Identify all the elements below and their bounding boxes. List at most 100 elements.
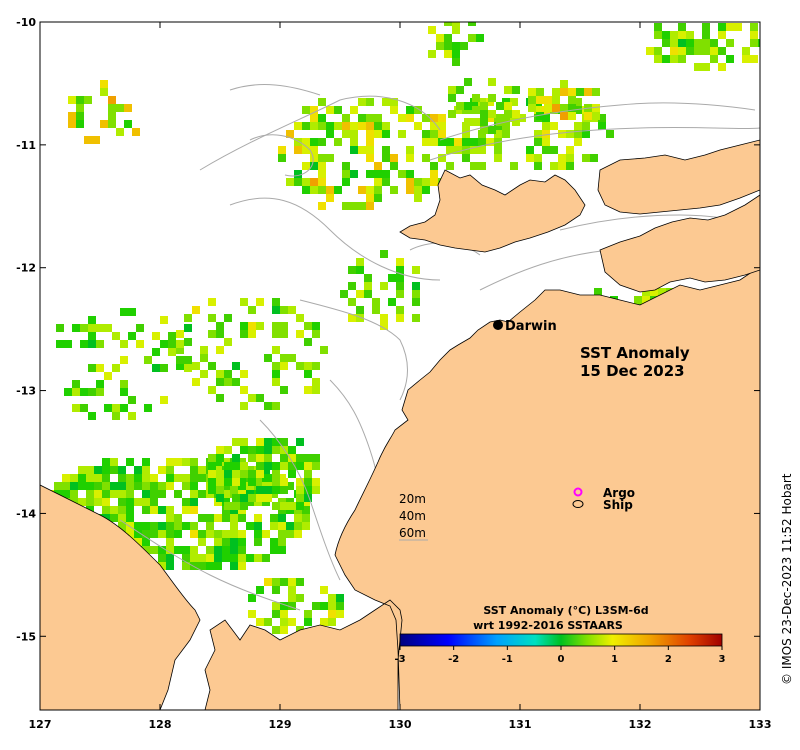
sst-pixel bbox=[208, 486, 216, 494]
sst-pixel bbox=[86, 490, 94, 498]
sst-pixel bbox=[174, 522, 182, 530]
sst-pixel bbox=[288, 306, 296, 314]
sst-pixel bbox=[232, 454, 240, 462]
sst-pixel bbox=[190, 466, 198, 474]
sst-pixel bbox=[328, 610, 336, 618]
sst-pixel bbox=[390, 106, 398, 114]
sst-pixel bbox=[248, 322, 256, 330]
sst-pixel bbox=[534, 154, 542, 162]
sst-pixel bbox=[574, 138, 582, 146]
sst-pixel bbox=[296, 494, 304, 502]
sst-pixel bbox=[240, 502, 248, 510]
sst-pixel bbox=[594, 288, 602, 296]
sst-pixel bbox=[294, 138, 302, 146]
sst-pixel bbox=[584, 88, 592, 96]
sst-pixel bbox=[468, 22, 476, 26]
sst-pixel bbox=[296, 314, 304, 322]
sst-pixel bbox=[406, 178, 414, 186]
sst-pixel bbox=[288, 578, 296, 586]
sst-pixel bbox=[528, 88, 536, 96]
sst-pixel bbox=[494, 130, 502, 138]
sst-pixel bbox=[398, 114, 406, 122]
sst-pixel bbox=[358, 98, 366, 106]
sst-pixel bbox=[158, 482, 166, 490]
sst-pixel bbox=[654, 23, 662, 31]
sst-pixel bbox=[488, 126, 496, 134]
sst-pixel bbox=[366, 122, 374, 130]
sst-pixel bbox=[118, 498, 126, 506]
sst-pixel bbox=[104, 324, 112, 332]
sst-pixel bbox=[364, 274, 372, 282]
sst-pixel bbox=[96, 388, 104, 396]
sst-pixel bbox=[108, 120, 116, 128]
sst-pixel bbox=[134, 498, 142, 506]
sst-pixel bbox=[102, 474, 110, 482]
sst-pixel bbox=[494, 146, 502, 154]
sst-pixel bbox=[510, 98, 518, 106]
sst-pixel bbox=[136, 324, 144, 332]
sst-pixel bbox=[536, 112, 544, 120]
sst-pixel bbox=[216, 486, 224, 494]
sst-pixel bbox=[128, 308, 136, 316]
sst-pixel bbox=[224, 378, 232, 386]
sst-pixel bbox=[366, 154, 374, 162]
sst-pixel bbox=[280, 438, 288, 446]
sst-pixel bbox=[302, 506, 310, 514]
colorbar bbox=[399, 633, 723, 647]
sst-pixel bbox=[126, 514, 134, 522]
sst-pixel bbox=[294, 522, 302, 530]
sst-pixel bbox=[134, 530, 142, 538]
lon-tick-label: 132 bbox=[629, 718, 652, 731]
sst-pixel bbox=[294, 178, 302, 186]
sst-pixel bbox=[430, 170, 438, 178]
sst-pixel bbox=[160, 396, 168, 404]
sst-pixel bbox=[302, 178, 310, 186]
sst-pixel bbox=[670, 31, 678, 39]
sst-pixel bbox=[208, 462, 216, 470]
sst-pixel bbox=[254, 538, 262, 546]
sst-pixel bbox=[566, 154, 574, 162]
sst-pixel bbox=[542, 114, 550, 122]
sst-pixel bbox=[256, 322, 264, 330]
sst-pixel bbox=[718, 23, 726, 31]
sst-pixel bbox=[504, 110, 512, 118]
sst-pixel bbox=[198, 538, 206, 546]
sst-pixel bbox=[118, 522, 126, 530]
mainland-coast bbox=[40, 22, 760, 710]
sst-pixel bbox=[168, 340, 176, 348]
sst-pixel bbox=[396, 258, 404, 266]
sst-pixel bbox=[110, 490, 118, 498]
sst-pixel bbox=[272, 502, 280, 510]
credit-text: © IMOS 23-Dec-2023 11:52 Hobart bbox=[780, 473, 794, 685]
sst-pixel bbox=[358, 202, 366, 210]
lat-tick-label: -11 bbox=[16, 139, 36, 152]
sst-pixel bbox=[542, 146, 550, 154]
sst-pixel bbox=[208, 298, 216, 306]
sst-pixel bbox=[296, 330, 304, 338]
sst-pixel bbox=[470, 146, 478, 154]
sst-pixel bbox=[150, 490, 158, 498]
sst-pixel bbox=[336, 602, 344, 610]
sst-pixel bbox=[182, 554, 190, 562]
sst-pixel bbox=[84, 96, 92, 104]
sst-pixel bbox=[480, 126, 488, 134]
colorbar-ticks: -3 -2 -1 0 1 2 3 bbox=[394, 646, 726, 665]
sst-pixel bbox=[510, 162, 518, 170]
sst-pixel bbox=[686, 39, 694, 47]
sst-pixel bbox=[264, 446, 272, 454]
sst-pixel bbox=[288, 502, 296, 510]
sst-pixel bbox=[166, 466, 174, 474]
sst-pixel bbox=[320, 618, 328, 626]
sst-pixel bbox=[256, 618, 264, 626]
sst-pixel bbox=[472, 118, 480, 126]
sst-pixel bbox=[304, 322, 312, 330]
sst-pixel bbox=[224, 502, 232, 510]
sst-pixel bbox=[718, 31, 726, 39]
sst-pixel bbox=[598, 114, 606, 122]
sst-pixel bbox=[552, 96, 560, 104]
sst-pixel bbox=[238, 482, 246, 490]
sst-pixel bbox=[208, 454, 216, 462]
sst-pixel bbox=[166, 474, 174, 482]
sst-pixel bbox=[56, 324, 64, 332]
sst-pixel bbox=[216, 330, 224, 338]
